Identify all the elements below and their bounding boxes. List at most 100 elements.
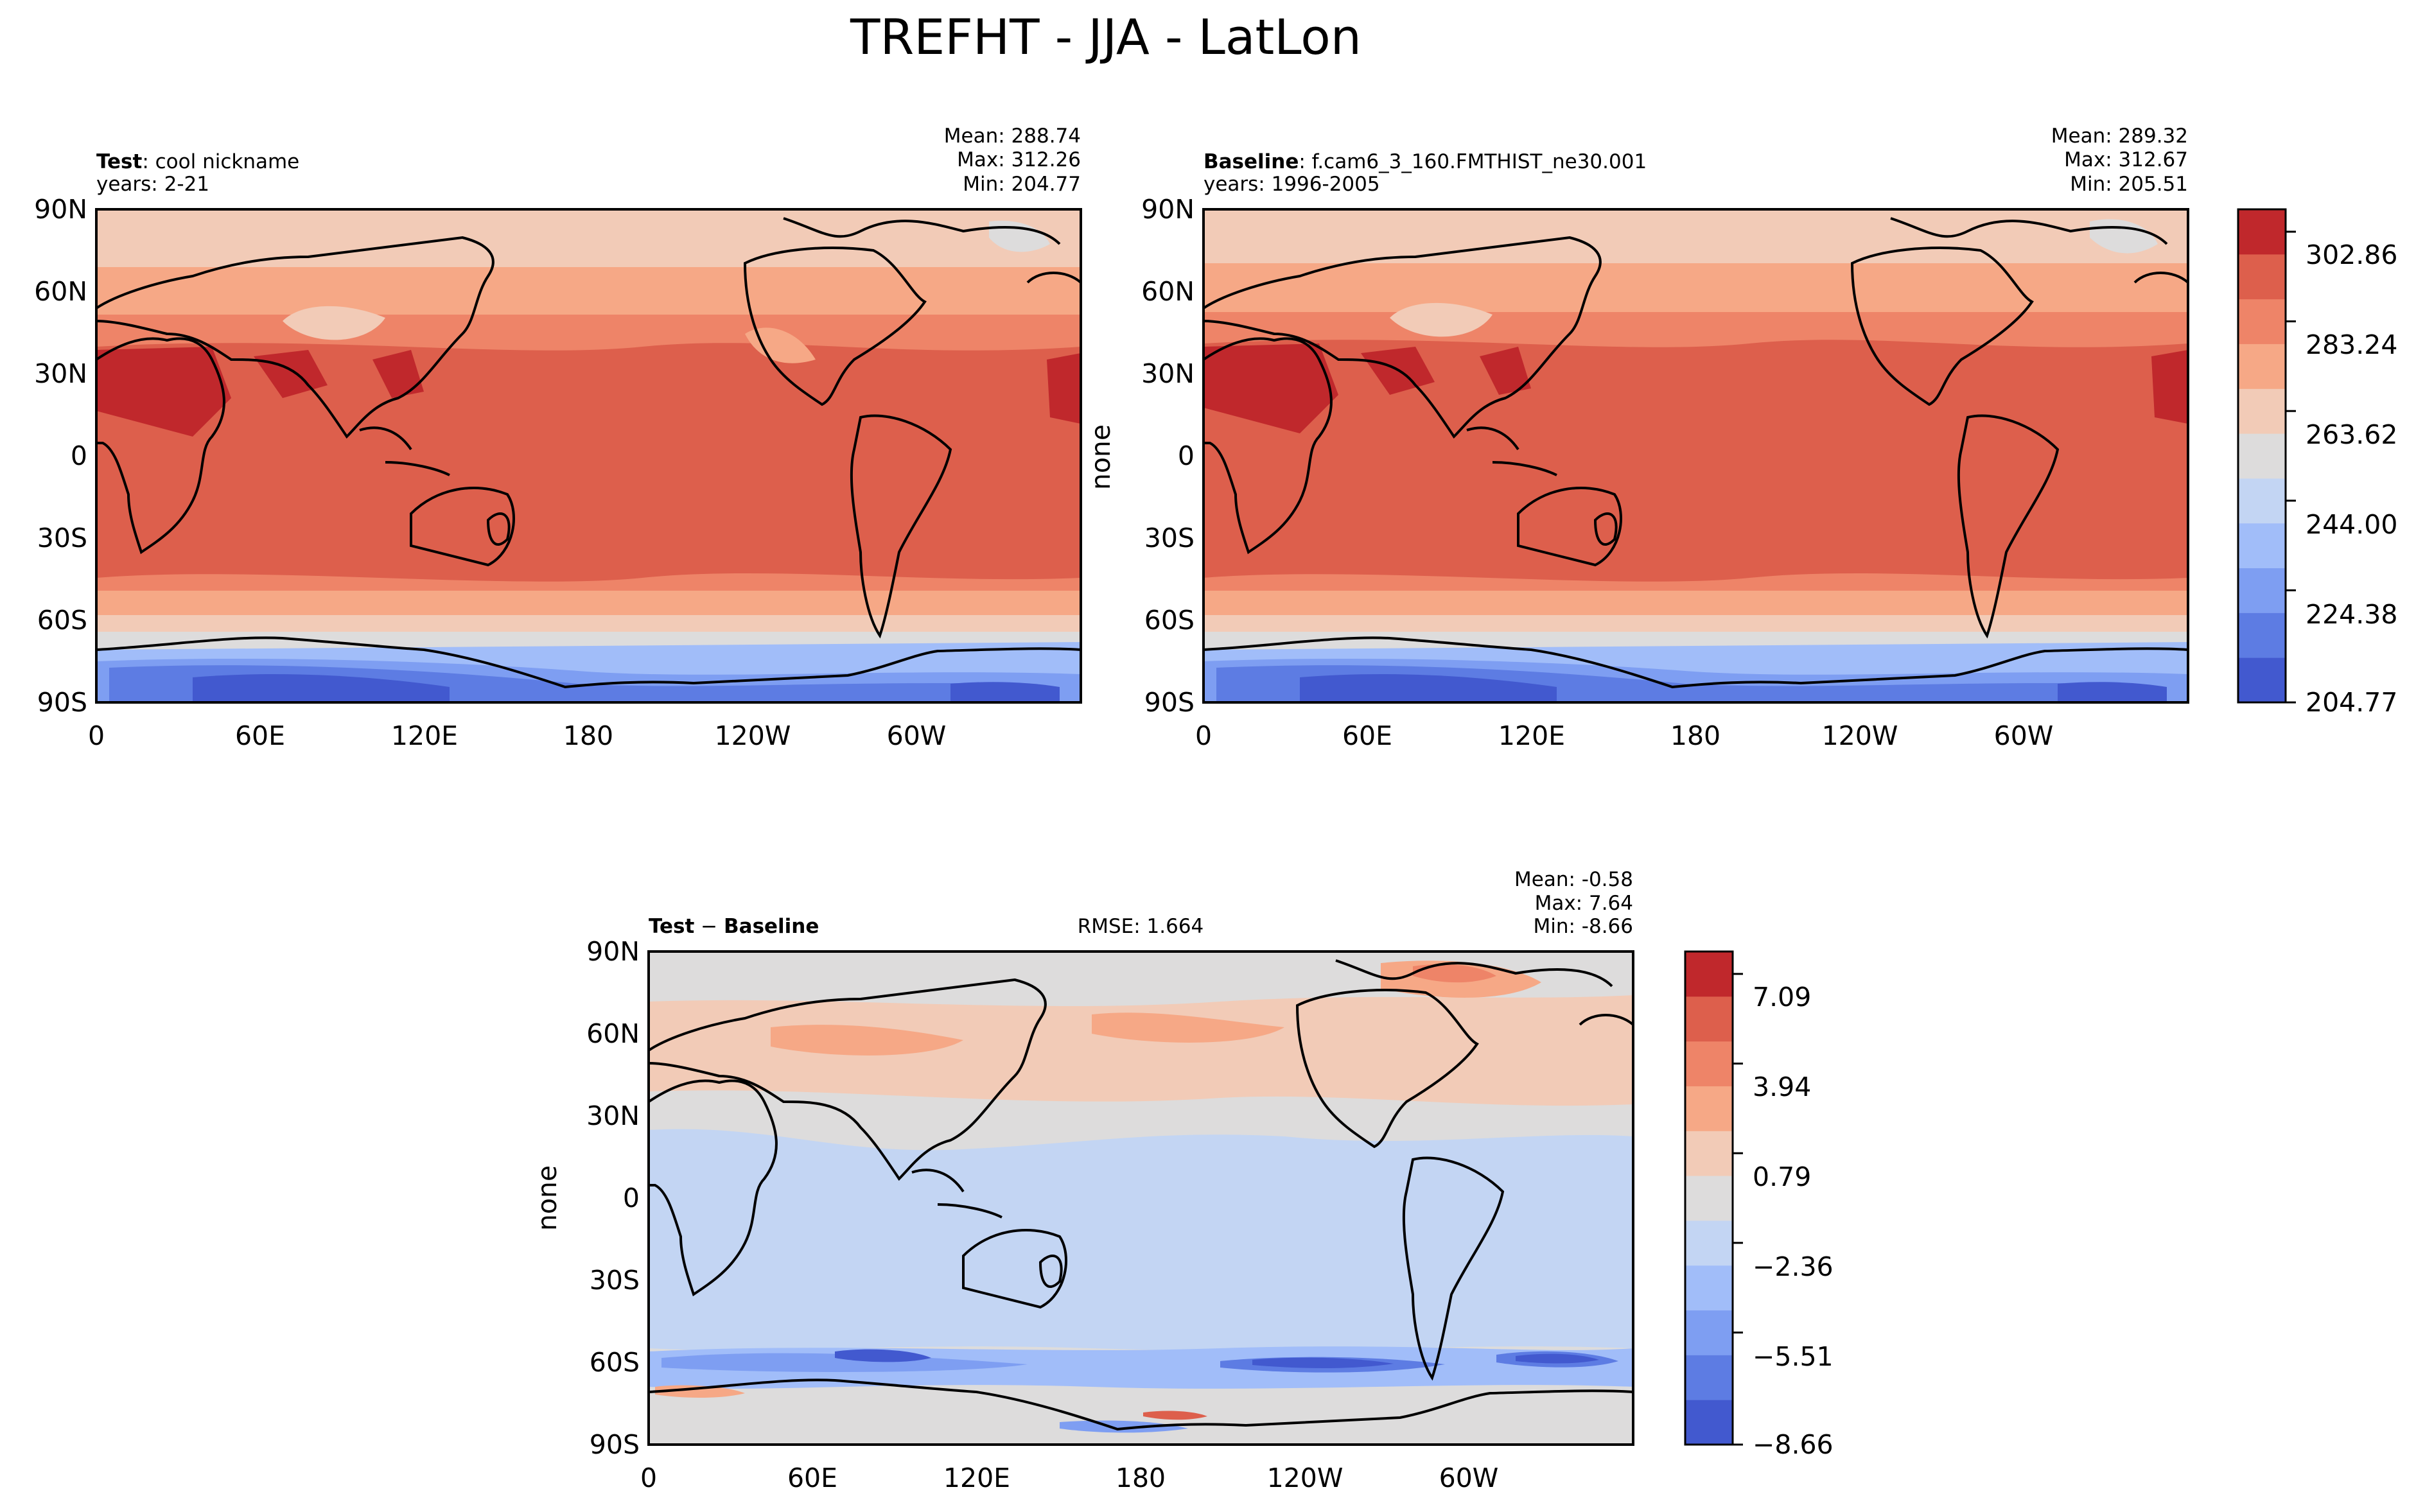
colorbar-main-tick-label: 224.38 [2306,599,2397,630]
colorbar-diff-tick-label: 3.94 [1753,1072,1811,1102]
colorbar-frame [1684,950,1734,1446]
diff-map-frame [647,950,1634,1446]
colorbar-segment [2238,343,2286,389]
baseline-mean: Mean: 289.32 [2051,125,2188,148]
baseline-ylabel: none [1085,424,1116,490]
colorbar-segment [1685,952,1733,997]
test-label-name: : cool nickname [142,150,299,173]
colorbar-segment [1685,1265,1733,1311]
colorbar-segment [1685,1176,1733,1221]
diff-lon-tick-label: 120E [943,1463,1010,1493]
colorbar-segment [1685,1355,1733,1400]
baseline-lon-tick-label: 180 [1670,720,1720,751]
colorbar-diff-tick-label: −2.36 [1753,1251,1834,1282]
colorbar-segment [1685,996,1733,1042]
test-lon-tick-label: 60E [235,720,285,751]
diff-lat-ticks: 90N 60N 30N 0 30S 60S 90S [586,936,640,1460]
baseline-lat-tick-label: 60N [1141,276,1195,307]
baseline-map-frame [1202,208,2189,704]
diff-lat-tick-label: 30N [586,1100,640,1131]
colorbar-diff-labels: 7.09 3.94 0.79 −2.36 −5.51 −8.66 [1753,982,1834,1460]
test-mean: Mean: 288.74 [944,125,1081,148]
diff-label-test: Test [649,915,695,938]
baseline-coastlines [1204,217,2188,689]
colorbar-segment [2238,299,2286,344]
colorbar-segment [1685,1220,1733,1266]
baseline-lon-tick-label: 0 [1195,720,1212,751]
baseline-years: years: 1996-2005 [1204,173,1380,196]
baseline-lat-tick-label: 30N [1141,358,1195,389]
colorbar-main-tick-label: 263.62 [2306,419,2397,450]
test-lat-tick-label: 60S [37,605,87,636]
diff-lat-tick-label: 60N [586,1018,640,1049]
diff-lon-tick-label: 120W [1267,1463,1344,1493]
baseline-lat-tick-label: 30S [1144,523,1195,553]
test-lat-tick-label: 90N [34,194,87,225]
colorbar-main-tick-label: 204.77 [2306,687,2397,718]
diff-lat-tick-label: 90S [590,1429,640,1460]
test-coastlines [96,217,1081,689]
test-lon-ticks: 0 60E 120E 180 120W 60W [88,720,946,751]
panel-difference: Test − Baseline RMSE: 1.664 Mean: -0.58 … [532,868,1634,1493]
test-min: Min: 204.77 [963,173,1081,196]
colorbar-diff-tick-label: 7.09 [1753,982,1811,1012]
svg-text:Test − Baseline: Test − Baseline [649,915,819,938]
colorbar-diff-tick-label: 0.79 [1753,1161,1811,1192]
baseline-lon-tick-label: 120W [1822,720,1898,751]
baseline-max: Max: 312.67 [2064,148,2188,171]
test-label-bold: Test [96,150,143,173]
diff-lat-tick-label: 0 [623,1183,640,1213]
diff-lat-tick-label: 90N [586,936,640,967]
test-lat-ticks: 90N 60N 30N 0 30S 60S 90S [34,194,87,718]
test-lon-tick-label: 120W [715,720,791,751]
colorbar-segment [2238,433,2286,479]
test-lon-tick-label: 120E [391,720,458,751]
colorbar-segment [2238,657,2286,703]
test-lat-tick-label: 90S [37,687,87,718]
colorbar-segment [2238,254,2286,300]
colorbar-segment [1685,1310,1733,1355]
test-max: Max: 312.26 [957,148,1081,171]
baseline-lat-tick-label: 60S [1144,605,1195,636]
diff-lon-tick-label: 0 [640,1463,657,1493]
colorbar-segment [1685,1131,1733,1176]
baseline-lon-ticks: 0 60E 120E 180 120W 60W [1195,720,2053,751]
baseline-map-field [1204,209,2188,702]
diff-min: Min: -8.66 [1533,915,1633,938]
panel-test: Test: cool nickname years: 2-21 Mean: 28… [34,125,1082,751]
panel-baseline: Baseline: f.cam6_3_160.FMTHIST_ne30.001 … [1085,125,2189,751]
test-lon-tick-label: 0 [88,720,105,751]
test-years: years: 2-21 [96,173,209,196]
baseline-min: Min: 205.51 [2070,173,2188,196]
colorbar-segment [2238,523,2286,569]
baseline-label-bold: Baseline [1204,150,1299,173]
diff-label-baseline: Baseline [724,915,819,938]
figure-title: TREFHT - JJA - LatLon [850,8,1361,65]
diff-lon-tick-label: 60E [787,1463,837,1493]
baseline-lon-tick-label: 60E [1342,720,1392,751]
test-lon-tick-label: 60W [887,720,947,751]
colorbar-segment [2238,568,2286,613]
baseline-lat-ticks: 90N 60N 30N 0 30S 60S 90S [1141,194,1195,718]
baseline-lon-tick-label: 60W [1994,720,2054,751]
baseline-lon-tick-label: 120E [1498,720,1565,751]
svg-text:Test: cool nickname: Test: cool nickname [96,150,299,173]
test-lat-tick-label: 30N [34,358,87,389]
colorbar-diff-tick-label: −8.66 [1753,1429,1834,1460]
diff-lon-tick-label: 180 [1116,1463,1166,1493]
colorbar-main-labels: 302.86 283.24 263.62 244.00 224.38 204.7… [2306,239,2397,718]
colorbar-main-tick-label: 244.00 [2306,509,2397,540]
svg-text:Baseline: f.cam6_3_160.FMTHIST: Baseline: f.cam6_3_160.FMTHIST_ne30.001 [1204,150,1647,173]
diff-label-minus: − [694,915,724,938]
colorbar-segment [1685,1400,1733,1445]
baseline-lat-tick-label: 90S [1144,687,1195,718]
colorbar-segment [2238,209,2286,255]
diff-lat-tick-label: 30S [590,1265,640,1296]
colorbar-main-tick-label: 302.86 [2306,239,2397,270]
diff-lon-tick-label: 60W [1439,1463,1499,1493]
colorbar-segment [2238,388,2286,434]
diff-max: Max: 7.64 [1535,892,1633,915]
diff-lat-tick-label: 60S [590,1347,640,1378]
diff-ylabel: none [532,1165,563,1231]
